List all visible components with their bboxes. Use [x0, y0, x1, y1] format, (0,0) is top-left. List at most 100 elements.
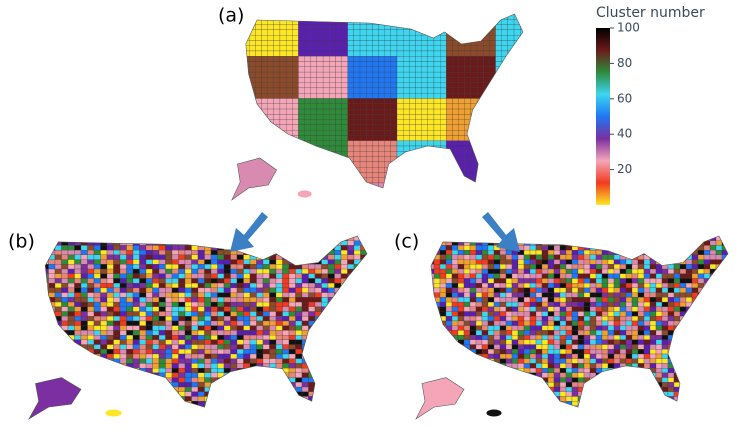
county: [470, 161, 478, 168]
county: [475, 330, 483, 336]
county: [217, 335, 225, 340]
county: [93, 386, 101, 392]
county: [48, 353, 56, 359]
county: [384, 124, 391, 131]
county: [322, 24, 330, 30]
county: [643, 264, 651, 270]
county: [353, 87, 361, 94]
county: [607, 236, 615, 241]
county: [559, 268, 567, 274]
county: [366, 56, 373, 62]
county: [255, 50, 262, 57]
county: [197, 316, 205, 322]
county: [452, 29, 459, 36]
county: [80, 254, 88, 260]
county: [295, 259, 303, 265]
county: [165, 254, 173, 260]
county: [243, 264, 251, 270]
county: [256, 254, 264, 260]
county: [106, 382, 114, 388]
county: [643, 382, 651, 388]
county: [340, 358, 348, 364]
county: [61, 259, 69, 265]
county: [347, 172, 354, 178]
county: [483, 50, 490, 57]
county: [440, 87, 447, 94]
county: [210, 273, 218, 279]
county: [245, 29, 250, 36]
county: [513, 140, 521, 147]
county: [469, 316, 477, 322]
county: [132, 301, 140, 307]
county: [495, 50, 502, 57]
county: [217, 264, 225, 270]
county: [74, 283, 82, 289]
county: [372, 124, 379, 131]
county: [67, 316, 75, 322]
county: [322, 14, 330, 20]
county: [440, 24, 447, 30]
county: [261, 61, 268, 67]
county: [571, 353, 579, 359]
county: [347, 50, 354, 57]
county: [589, 396, 597, 402]
county: [607, 401, 615, 407]
county: [529, 377, 537, 383]
county: [583, 250, 591, 255]
county: [45, 250, 49, 255]
county: [366, 114, 373, 120]
county: [431, 335, 435, 340]
county: [470, 45, 478, 52]
county: [595, 306, 603, 312]
county: [439, 325, 447, 331]
county: [547, 316, 555, 322]
county: [113, 283, 121, 289]
county: [470, 182, 478, 188]
county: [80, 325, 88, 331]
county: [583, 316, 591, 322]
county: [499, 372, 507, 378]
county: [415, 130, 422, 136]
county: [230, 292, 238, 298]
county: [384, 161, 391, 168]
county: [427, 50, 435, 57]
county: [517, 236, 525, 241]
county: [230, 254, 238, 260]
county: [577, 320, 585, 326]
county: [390, 124, 398, 131]
county: [483, 156, 490, 162]
county: [304, 82, 311, 89]
county: [256, 330, 264, 336]
county: [217, 372, 225, 378]
county: [210, 292, 218, 298]
county: [132, 349, 140, 355]
county: [458, 40, 465, 46]
county: [230, 320, 238, 326]
county: [565, 306, 573, 312]
county: [535, 268, 543, 274]
county: [80, 353, 88, 359]
county: [644, 411, 650, 416]
county: [178, 259, 186, 265]
county: [360, 325, 367, 331]
county: [360, 316, 367, 322]
county: [261, 45, 268, 52]
county: [643, 396, 651, 402]
county: [601, 353, 609, 359]
county: [236, 325, 244, 331]
county: [431, 240, 435, 246]
county: [384, 182, 391, 188]
county: [322, 50, 330, 57]
county: [390, 161, 398, 168]
county: [301, 401, 309, 407]
county: [463, 306, 471, 312]
county: [282, 325, 290, 331]
county: [499, 330, 507, 336]
county: [384, 135, 391, 141]
county: [282, 396, 290, 402]
county: [158, 339, 166, 345]
county: [276, 411, 283, 416]
county: [261, 93, 268, 99]
county: [403, 135, 410, 141]
county: [493, 335, 501, 340]
